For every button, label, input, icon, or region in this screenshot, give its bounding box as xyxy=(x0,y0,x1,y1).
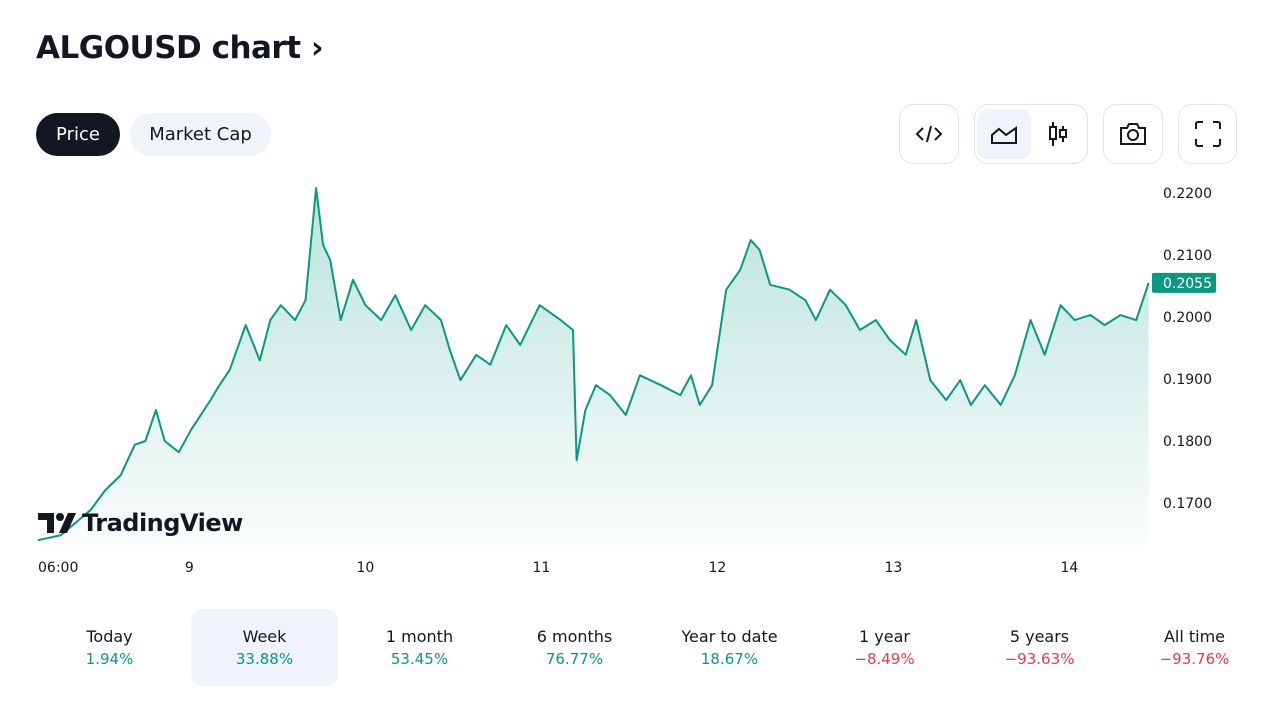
period-all-time[interactable]: All time −93.76% xyxy=(1121,609,1268,686)
x-tick-label: 12 xyxy=(708,560,726,576)
period-today[interactable]: Today 1.94% xyxy=(36,609,183,686)
period-change: −93.76% xyxy=(1159,650,1230,668)
fullscreen-button[interactable] xyxy=(1178,104,1237,164)
y-tick-label: 0.2100 xyxy=(1163,248,1212,264)
period-year-to-date[interactable]: Year to date 18.67% xyxy=(656,609,803,686)
candlestick-icon xyxy=(1049,122,1067,146)
period-label: 1 year xyxy=(859,627,910,646)
x-tick-label: 14 xyxy=(1060,560,1078,576)
chevron-right-icon: › xyxy=(310,30,324,66)
y-tick-label: 0.1800 xyxy=(1163,434,1212,450)
x-tick-label: 9 xyxy=(185,560,194,576)
period-change: 18.67% xyxy=(700,650,759,668)
period-change: −93.63% xyxy=(1004,650,1075,668)
screenshot-button[interactable] xyxy=(1103,104,1163,164)
chart-type-group xyxy=(974,104,1088,164)
embed-code-icon xyxy=(915,125,943,143)
area-chart-button[interactable] xyxy=(977,109,1031,159)
area-fill xyxy=(38,188,1149,545)
x-tick-label: 11 xyxy=(532,560,550,576)
period-5-years[interactable]: 5 years −93.63% xyxy=(966,609,1113,686)
price-chart[interactable]: 0.2200 0.2100 0.2000 0.1900 0.1800 0.1700 06:0… xyxy=(0,0,1280,600)
period-label: 6 months xyxy=(536,627,613,646)
tradingview-logo[interactable]: TradingView xyxy=(38,509,243,537)
last-price-label: 0.2055 xyxy=(1163,276,1212,292)
period-label: All time xyxy=(1163,627,1226,646)
period-label: Week xyxy=(242,627,287,646)
x-tick-label: 06:00 xyxy=(38,560,78,576)
x-tick-label: 13 xyxy=(884,560,902,576)
period-change: 1.94% xyxy=(85,650,134,668)
period-1-year[interactable]: 1 year −8.49% xyxy=(811,609,958,686)
period-1-month[interactable]: 1 month 53.45% xyxy=(346,609,493,686)
tradingview-logo-text: TradingView xyxy=(82,509,243,537)
period-6-months[interactable]: 6 months 76.77% xyxy=(501,609,648,686)
fullscreen-icon xyxy=(1194,121,1221,147)
camera-icon xyxy=(1120,123,1146,145)
period-label: 1 month xyxy=(385,627,454,646)
period-week[interactable]: Week 33.88% xyxy=(191,609,338,686)
last-price-badge xyxy=(1152,272,1216,293)
period-change: −8.49% xyxy=(854,650,915,668)
tradingview-logo-icon xyxy=(38,513,76,533)
embed-button[interactable] xyxy=(899,104,959,164)
y-tick-label: 0.2200 xyxy=(1163,186,1212,202)
area-chart-icon xyxy=(991,126,1017,144)
period-selector: Today 1.94% Week 33.88% 1 month 53.45% 6 month… xyxy=(36,609,1276,686)
price-line xyxy=(37,187,1150,542)
y-tick-label: 0.1700 xyxy=(1163,496,1212,512)
candlestick-chart-button[interactable] xyxy=(1031,109,1085,159)
period-change: 33.88% xyxy=(235,650,294,668)
period-label: 5 years xyxy=(1009,627,1070,646)
period-label: Year to date xyxy=(681,627,778,646)
period-label: Today xyxy=(86,627,133,646)
period-change: 53.45% xyxy=(390,650,449,668)
y-tick-label: 0.2000 xyxy=(1163,310,1212,326)
x-tick-label: 10 xyxy=(356,560,374,576)
tab-market-cap[interactable]: Market Cap xyxy=(130,113,271,156)
tab-price[interactable]: Price xyxy=(36,113,120,156)
period-change: 76.77% xyxy=(545,650,604,668)
page-title[interactable]: ALGOUSD chart › xyxy=(36,30,324,66)
y-tick-label: 0.1900 xyxy=(1163,372,1212,388)
title-text: ALGOUSD chart xyxy=(36,30,301,66)
